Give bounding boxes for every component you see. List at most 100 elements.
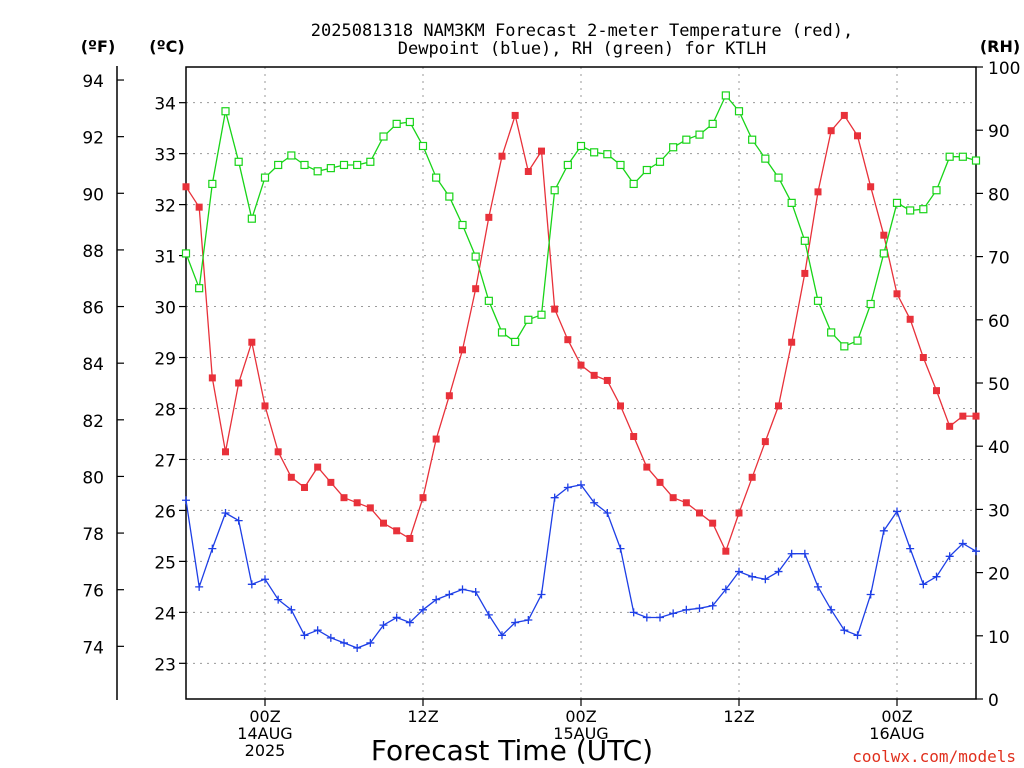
fahrenheit-tick-label: 76: [82, 582, 104, 602]
temperature-point: [669, 494, 677, 502]
dewpoint-point: [313, 626, 322, 635]
rh-point: [813, 296, 823, 305]
rh-point: [590, 148, 599, 157]
celsius-tick-label: 29: [154, 350, 176, 370]
rh-tick-label: 80: [988, 185, 1010, 205]
dewpoint-point: [471, 587, 480, 596]
celsius-tick-label: 28: [154, 400, 176, 420]
temperature-point: [972, 412, 980, 420]
rh-point: [734, 107, 744, 116]
fahrenheit-tick-label: 80: [82, 468, 104, 488]
rh-tick-label: 40: [988, 438, 1010, 458]
celsius-tick-label: 33: [154, 146, 176, 166]
rh-point: [932, 186, 941, 195]
celsius-tick-label: 26: [154, 502, 176, 522]
rh-unit-label: (RH): [980, 37, 1020, 56]
dewpoint-point: [656, 613, 664, 622]
dewpoint-point: [972, 547, 980, 556]
dewpoint-point: [893, 507, 901, 516]
x-tick-label: 00Z: [881, 707, 912, 726]
temperature-point: [656, 478, 664, 486]
temperature-point: [261, 402, 269, 410]
temperature-point: [419, 494, 427, 502]
dewpoint-point: [787, 549, 796, 558]
rh-point: [287, 151, 296, 160]
temperature-point: [827, 127, 835, 135]
fahrenheit-tick-label: 84: [82, 355, 104, 375]
temperature-point: [564, 336, 572, 344]
celsius-tick-label: 24: [154, 604, 176, 624]
fahrenheit-tick-label: 88: [82, 242, 104, 262]
fahrenheit-tick-label: 86: [82, 299, 104, 319]
temperature-point: [182, 183, 190, 191]
temperature-point: [406, 534, 414, 542]
temperature-point: [775, 402, 782, 410]
temperature-point: [682, 499, 690, 507]
rh-point: [919, 205, 928, 214]
fahrenheit-tick-label: 82: [82, 412, 104, 432]
dewpoint-point: [708, 601, 717, 610]
temperature-point: [248, 338, 256, 346]
temperature-point: [195, 203, 203, 211]
fahrenheit-tick-label: 90: [82, 185, 104, 205]
rh-tick-label: 90: [988, 122, 1010, 142]
temperature-point: [814, 188, 822, 196]
temperature-point: [788, 338, 796, 346]
celsius-tick-label: 31: [154, 248, 176, 268]
dewpoint-point: [879, 526, 888, 535]
rh-point: [748, 135, 757, 144]
temperature-point: [208, 374, 216, 382]
temperature-point: [366, 504, 374, 512]
temperature-point: [722, 547, 730, 555]
temperature-point: [630, 433, 638, 441]
dewpoint-point: [274, 595, 283, 604]
x-tick-label: 00Z: [565, 707, 596, 726]
dewpoint-point: [682, 605, 691, 614]
y-axis-ticks: 23 24 25 26 27 28 29 30 31 32 33 34 74 76 78 80 82 84 86 88…: [82, 59, 1020, 711]
dewpoint-point: [458, 585, 467, 594]
x-tick-label: 16AUG: [869, 724, 924, 743]
temperature-point: [459, 346, 466, 354]
rh-point: [866, 299, 875, 309]
temperature-point: [893, 290, 901, 298]
celsius-tick-label: 30: [154, 299, 176, 319]
dewpoint-point: [524, 616, 533, 624]
dewpoint-point: [353, 644, 362, 653]
rh-tick-label: 0: [988, 691, 999, 711]
rh-point: [524, 315, 533, 324]
temperature-point: [919, 354, 927, 362]
temperature-point: [538, 147, 545, 155]
celsius-tick-label: 25: [154, 553, 176, 573]
fahrenheit-unit-label: (ºF): [81, 37, 116, 56]
rh-point: [721, 91, 730, 100]
temperature-point: [445, 392, 453, 400]
dewpoint-point: [748, 572, 757, 581]
temperature-point: [867, 183, 875, 191]
rh-point: [313, 167, 322, 176]
temperature-point: [340, 494, 348, 502]
dewpoint-point: [669, 609, 678, 618]
rh-tick-label: 30: [988, 501, 1010, 521]
temperature-point: [854, 132, 861, 140]
rh-point: [669, 143, 678, 152]
credit-text: coolwx.com/models: [852, 747, 1016, 766]
rh-point: [353, 160, 362, 170]
rh-point: [800, 236, 809, 245]
rh-point: [445, 192, 454, 201]
fahrenheit-tick-label: 74: [82, 638, 104, 658]
dewpoint-point: [484, 610, 493, 619]
temperature-point: [498, 152, 506, 160]
rh-point: [432, 173, 441, 182]
grid-lines: [186, 67, 976, 699]
x-tick-label: 15AUG: [553, 724, 608, 743]
rh-point: [840, 342, 849, 351]
dewpoint-point: [590, 498, 599, 507]
dewpoint-point: [182, 496, 190, 505]
dewpoint-point: [800, 549, 809, 558]
dewpoint-point: [326, 633, 335, 642]
dewpoint-point: [735, 567, 743, 576]
rh-point: [418, 141, 428, 151]
rh-point: [629, 179, 638, 189]
